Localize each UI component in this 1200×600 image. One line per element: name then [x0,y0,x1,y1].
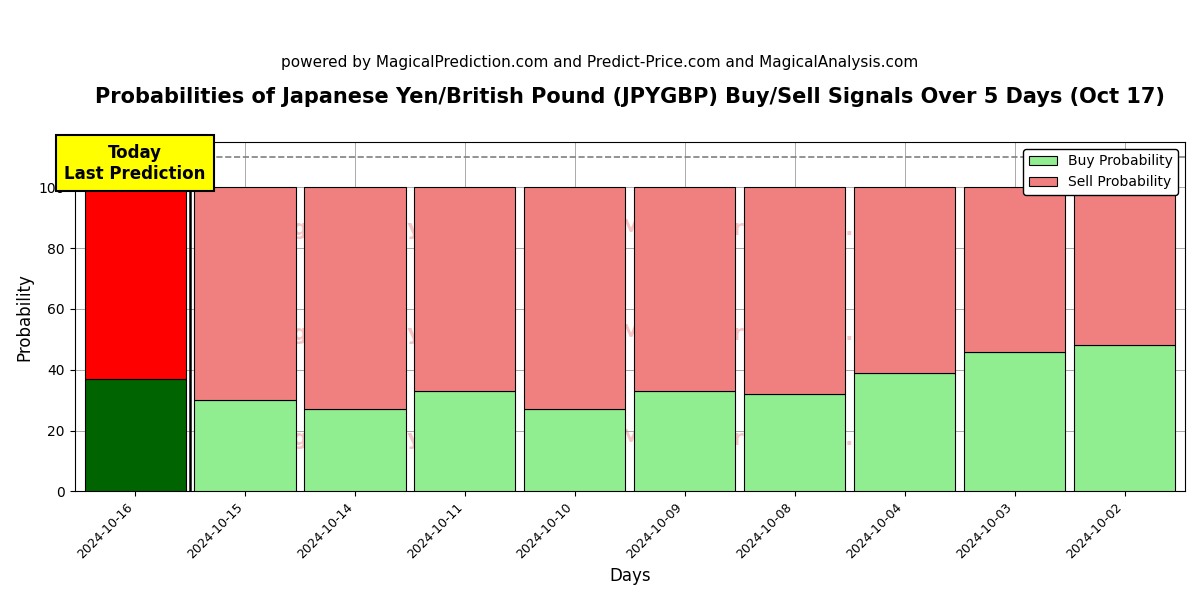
X-axis label: Days: Days [610,567,650,585]
Y-axis label: Probability: Probability [16,272,34,361]
Bar [744,187,845,394]
Bar [524,187,625,409]
Text: MagicalPrediction.com: MagicalPrediction.com [620,219,906,239]
Bar [524,409,625,491]
Text: MagicalAnalysis.com: MagicalAnalysis.com [254,219,516,239]
Bar [964,352,1066,491]
Legend: Buy Probability, Sell Probability: Buy Probability, Sell Probability [1024,149,1178,195]
Bar [854,373,955,491]
Text: powered by MagicalPrediction.com and Predict-Price.com and MagicalAnalysis.com: powered by MagicalPrediction.com and Pre… [281,55,919,70]
Bar [744,394,845,491]
Bar [84,187,186,379]
Bar [635,187,736,391]
Title: Probabilities of Japanese Yen/British Pound (JPYGBP) Buy/Sell Signals Over 5 Day: Probabilities of Japanese Yen/British Po… [95,87,1165,107]
Bar [305,187,406,409]
Bar [194,400,295,491]
Bar [414,391,516,491]
Text: MagicalAnalysis.com: MagicalAnalysis.com [254,324,516,344]
Bar [1074,187,1175,346]
Bar [1074,346,1175,491]
Bar [964,187,1066,352]
Bar [414,187,516,391]
Bar [305,409,406,491]
Text: MagicalPrediction.com: MagicalPrediction.com [620,429,906,449]
Text: MagicalPrediction.com: MagicalPrediction.com [620,324,906,344]
Bar [854,187,955,373]
Bar [635,391,736,491]
Bar [194,187,295,400]
Bar [84,379,186,491]
Text: MagicalAnalysis.com: MagicalAnalysis.com [254,429,516,449]
Text: Today
Last Prediction: Today Last Prediction [65,144,206,182]
